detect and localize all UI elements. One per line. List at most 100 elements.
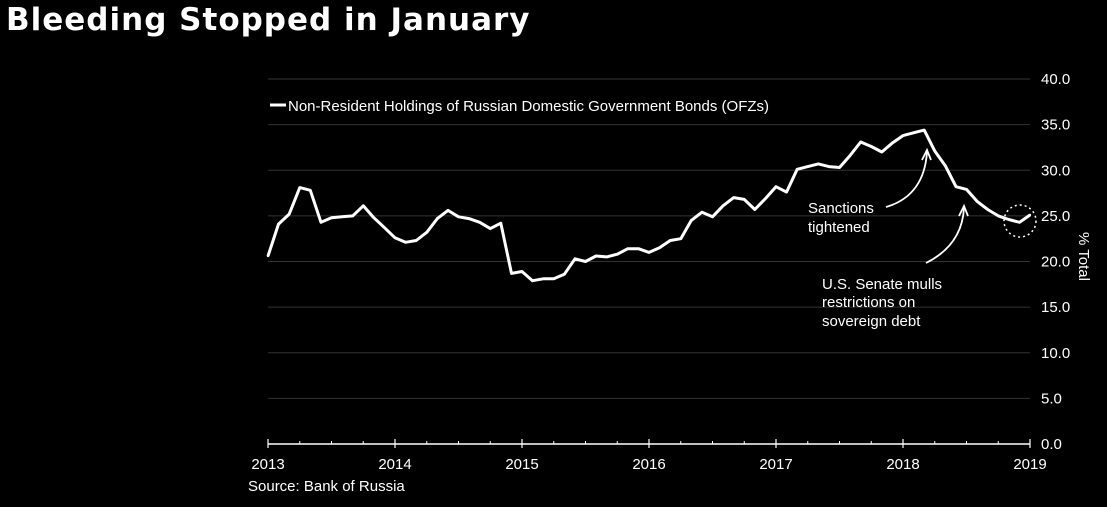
- data-point: [848, 154, 852, 157]
- data-point: [912, 131, 915, 134]
- data-point: [753, 208, 756, 211]
- chart-title: Bleeding Stopped in January: [6, 2, 531, 38]
- data-point: [901, 134, 905, 137]
- data-point: [393, 236, 397, 239]
- data-point: [457, 215, 460, 218]
- y-tick-label: 30.0: [1041, 162, 1070, 179]
- data-point: [986, 208, 989, 211]
- data-point: [372, 216, 375, 219]
- data-point: [700, 211, 704, 214]
- x-tick-label: 2016: [632, 456, 665, 473]
- data-point: [563, 273, 566, 276]
- data-point: [467, 217, 471, 220]
- data-point: [351, 214, 354, 218]
- legend: Non-Resident Holdings of Russian Domesti…: [270, 98, 769, 115]
- data-point: [1007, 218, 1010, 221]
- data-point: [605, 255, 608, 259]
- annotation-sanctions-arrowhead: [921, 147, 932, 161]
- data-point: [425, 231, 428, 234]
- data-point: [891, 141, 894, 145]
- data-point: [362, 204, 365, 207]
- data-point: [1018, 221, 1021, 224]
- data-point: [584, 260, 587, 263]
- data-point: [340, 215, 344, 218]
- y-tick-label: 0.0: [1041, 436, 1062, 453]
- annotation-sanctions: Sanctions tightened: [808, 147, 932, 236]
- data-point: [510, 272, 513, 275]
- x-tick-label: 2014: [378, 456, 411, 473]
- data-point: [669, 239, 672, 242]
- data-point: [827, 165, 831, 168]
- data-point: [880, 150, 883, 154]
- data-point: [859, 140, 862, 144]
- data-point: [489, 227, 492, 230]
- data-point: [266, 254, 270, 258]
- data-point: [817, 162, 820, 166]
- data-point: [277, 222, 280, 226]
- data-point: [542, 277, 545, 280]
- data-point: [965, 188, 968, 191]
- y-tick-label: 25.0: [1041, 208, 1070, 225]
- data-point: [415, 239, 418, 242]
- y-tick-label: 35.0: [1041, 117, 1070, 134]
- data-point: [743, 198, 746, 201]
- data-point: [446, 209, 450, 212]
- data-point: [997, 214, 1000, 218]
- x-tick-label: 2019: [1013, 456, 1046, 473]
- data-point: [594, 254, 598, 258]
- annotation-senate-arrowhead: [958, 203, 969, 217]
- data-point: [732, 196, 735, 199]
- data-point: [499, 222, 502, 225]
- x-tick-label: 2013: [251, 456, 284, 473]
- legend-label: Non-Resident Holdings of Russian Domesti…: [288, 98, 769, 115]
- data-point: [658, 246, 661, 249]
- annotation-senate-line-1: U.S. Senate mulls: [822, 276, 942, 293]
- data-point: [954, 185, 958, 188]
- annotation-sanctions-line-2: tightened: [808, 219, 870, 236]
- x-axis: 2013 2014 2015 2016 2017 2018 2019: [251, 439, 1047, 473]
- annotation-sanctions-arrow: [885, 151, 928, 208]
- data-point: [806, 165, 809, 168]
- data-point: [573, 257, 577, 260]
- source-note: Source: Bank of Russia: [248, 478, 405, 495]
- x-tick-label: 2018: [886, 456, 919, 473]
- data-points: [266, 128, 1032, 282]
- y-tick-label: 15.0: [1041, 299, 1070, 316]
- annotation-senate-line-2: restrictions on: [822, 294, 915, 311]
- y-tick-label: 10.0: [1041, 345, 1070, 362]
- data-point: [923, 128, 926, 132]
- data-point: [933, 149, 936, 153]
- data-point: [944, 164, 947, 167]
- data-point: [520, 270, 524, 273]
- data-point: [478, 221, 481, 224]
- data-point: [975, 200, 979, 203]
- annotation-senate-line-3: sovereign debt: [822, 313, 921, 330]
- series-line: [266, 128, 1031, 283]
- data-point: [679, 237, 682, 240]
- data-point: [690, 219, 693, 222]
- x-tick-label: 2015: [505, 456, 538, 473]
- annotation-sanctions-line-1: Sanctions: [808, 200, 874, 217]
- x-tick-label: 2017: [759, 456, 792, 473]
- data-point: [436, 217, 439, 220]
- data-point: [616, 253, 619, 256]
- data-point: [774, 185, 778, 188]
- data-point: [711, 215, 714, 218]
- y-axis-label: % Total: [1075, 232, 1092, 281]
- data-point: [552, 277, 555, 280]
- data-point: [647, 251, 651, 254]
- data-point: [838, 166, 841, 169]
- gridlines: [268, 78, 1030, 399]
- data-point: [870, 145, 873, 148]
- data-point: [319, 221, 323, 224]
- data-point: [637, 247, 640, 250]
- annotation-senate-arrow: [925, 207, 965, 264]
- y-tick-label: 40.0: [1041, 71, 1070, 88]
- data-point: [404, 241, 407, 244]
- y-tick-label: 5.0: [1041, 390, 1062, 407]
- data-point: [785, 190, 788, 194]
- y-tick-label: 20.0: [1041, 254, 1070, 271]
- data-point: [721, 204, 725, 207]
- data-point: [764, 197, 767, 200]
